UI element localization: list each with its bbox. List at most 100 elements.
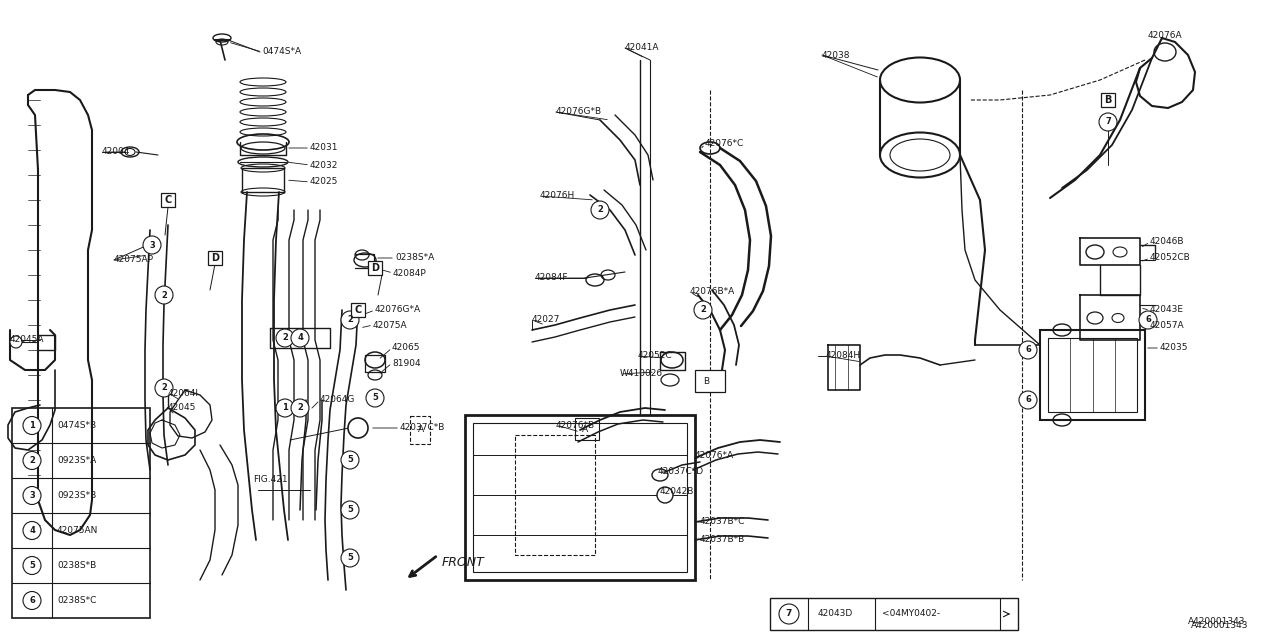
Text: 1: 1 (29, 421, 35, 430)
Text: 42043D: 42043D (818, 609, 854, 618)
Text: 7: 7 (786, 609, 792, 618)
Text: 2: 2 (29, 456, 35, 465)
Text: 42075AN: 42075AN (58, 526, 99, 535)
Text: B: B (703, 376, 709, 385)
Bar (695, 370, 724, 392)
Text: 42052C: 42052C (637, 351, 672, 360)
Text: 3: 3 (29, 491, 35, 500)
Text: 42032: 42032 (310, 161, 338, 170)
Circle shape (23, 417, 41, 435)
Text: 6: 6 (29, 596, 35, 605)
Circle shape (143, 236, 161, 254)
Text: 42037C*D: 42037C*D (658, 467, 704, 477)
Text: 6: 6 (1025, 396, 1030, 404)
Text: 4: 4 (297, 333, 303, 342)
Text: D: D (211, 253, 219, 263)
Text: 42076H: 42076H (540, 191, 575, 200)
Text: 42027: 42027 (532, 316, 561, 324)
Text: 5: 5 (347, 456, 353, 465)
Text: 2: 2 (700, 305, 707, 314)
Text: <04MY0402-: <04MY0402- (882, 609, 940, 618)
Text: 42075A: 42075A (372, 321, 407, 330)
Text: A: A (582, 424, 588, 433)
Circle shape (348, 418, 369, 438)
Circle shape (10, 336, 22, 348)
Text: 2: 2 (282, 333, 288, 342)
Text: 42052CB: 42052CB (1149, 253, 1190, 262)
Circle shape (1019, 341, 1037, 359)
Text: 2: 2 (161, 383, 166, 392)
Text: 42037B*B: 42037B*B (700, 536, 745, 545)
Circle shape (657, 487, 673, 503)
Text: 0474S*A: 0474S*A (262, 47, 301, 56)
Text: 42076*B: 42076*B (556, 420, 595, 429)
Text: 42037C*B: 42037C*B (399, 424, 445, 433)
Circle shape (1100, 113, 1117, 131)
Bar (12, 408, 150, 618)
Text: 5: 5 (347, 554, 353, 563)
Text: A: A (419, 426, 424, 435)
Text: 42042B: 42042B (660, 488, 694, 497)
Text: 6: 6 (1146, 316, 1151, 324)
Text: 0923S*A: 0923S*A (58, 456, 96, 465)
Bar (351, 303, 365, 317)
Text: 42004: 42004 (102, 147, 131, 157)
Circle shape (340, 311, 358, 329)
Text: 3: 3 (150, 241, 155, 250)
Circle shape (291, 399, 308, 417)
Circle shape (780, 604, 799, 624)
Text: D: D (371, 263, 379, 273)
Text: 42057A: 42057A (1149, 321, 1184, 330)
Text: 5: 5 (372, 394, 378, 403)
Bar (474, 423, 687, 572)
Circle shape (276, 399, 294, 417)
Bar (1101, 93, 1115, 107)
Text: 42064I: 42064I (168, 388, 198, 397)
Bar (771, 598, 1018, 630)
Text: 2: 2 (161, 291, 166, 300)
Text: 42038: 42038 (822, 51, 850, 60)
Text: C: C (355, 305, 362, 315)
Text: 42064G: 42064G (320, 396, 356, 404)
Text: 4: 4 (29, 526, 35, 535)
Text: C: C (164, 195, 172, 205)
Text: 6: 6 (1025, 346, 1030, 355)
Circle shape (340, 451, 358, 469)
Circle shape (694, 301, 712, 319)
Circle shape (23, 451, 41, 470)
Text: 42075AP: 42075AP (114, 255, 154, 264)
Bar (369, 261, 381, 275)
Text: A420001343: A420001343 (1190, 621, 1248, 630)
Text: 42031: 42031 (310, 143, 338, 152)
Text: 42041A: 42041A (625, 44, 659, 52)
Bar (575, 418, 599, 440)
Text: FRONT: FRONT (442, 556, 485, 568)
Circle shape (366, 389, 384, 407)
Circle shape (1019, 391, 1037, 409)
Text: 2: 2 (297, 403, 303, 413)
Text: 42084P: 42084P (393, 269, 426, 278)
Text: 42065: 42065 (392, 344, 421, 353)
Circle shape (340, 501, 358, 519)
Text: 42076B*A: 42076B*A (690, 287, 735, 296)
Circle shape (1139, 311, 1157, 329)
Text: 0238S*B: 0238S*B (58, 561, 96, 570)
Bar (1048, 338, 1137, 412)
Text: 81904: 81904 (392, 358, 421, 367)
Text: 2: 2 (596, 205, 603, 214)
Text: 42076A: 42076A (1148, 31, 1183, 40)
Circle shape (23, 522, 41, 540)
Text: 2: 2 (347, 316, 353, 324)
Bar (161, 193, 175, 207)
Text: 42037B*C: 42037B*C (700, 518, 745, 527)
Text: 42076*C: 42076*C (705, 140, 744, 148)
Circle shape (340, 549, 358, 567)
Circle shape (155, 379, 173, 397)
Circle shape (23, 557, 41, 575)
Circle shape (155, 286, 173, 304)
Circle shape (591, 201, 609, 219)
Text: 5: 5 (29, 561, 35, 570)
Text: 42045A: 42045A (10, 335, 45, 344)
Text: 42084F: 42084F (535, 273, 568, 282)
Bar (207, 251, 221, 265)
